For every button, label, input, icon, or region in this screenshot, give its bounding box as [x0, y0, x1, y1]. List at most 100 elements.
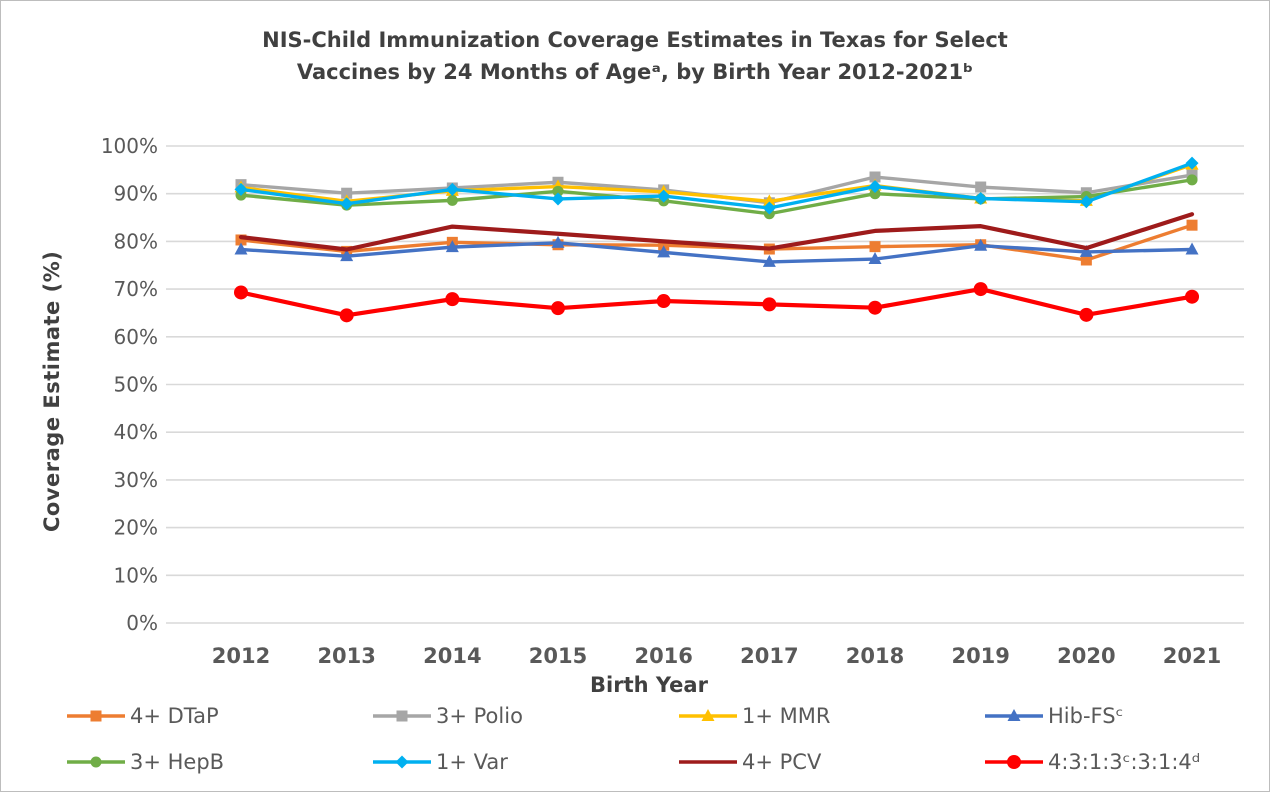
legend-marker-icon [679, 760, 737, 764]
data-point-marker [1185, 289, 1200, 304]
chart-title: NIS-Child Immunization Coverage Estimate… [262, 28, 1008, 84]
x-tick-label: 2016 [634, 644, 692, 668]
data-point-marker [235, 234, 247, 246]
data-point-marker [658, 239, 670, 251]
data-point-marker [974, 238, 988, 251]
x-axis-title: Birth Year [590, 673, 708, 697]
data-point-marker [234, 285, 248, 300]
data-point-marker [701, 709, 715, 721]
data-point-marker [340, 249, 354, 262]
legend-item-1-mmr: 1+ MMR [677, 701, 983, 731]
x-tick-label: 2018 [846, 644, 904, 668]
y-tick-label: 100% [101, 134, 158, 158]
data-point-marker [973, 282, 988, 297]
data-point-marker [395, 755, 409, 769]
data-point-marker [1079, 307, 1094, 322]
x-tick-label: 2012 [212, 644, 270, 668]
legend-marker-icon [373, 755, 431, 769]
series-4-3-1-3-3-1-4 [234, 282, 1200, 323]
legend-item-4-dtap: 4+ DTaP [65, 701, 371, 731]
y-tick-label: 90% [114, 182, 158, 206]
series-1-var [234, 156, 1199, 215]
legend-label: 1+ Var [436, 750, 508, 774]
data-point-marker [1080, 254, 1092, 266]
x-tick-label: 2014 [423, 644, 481, 668]
legend-item-4-pcv: 4+ PCV [677, 747, 983, 777]
y-tick-label: 60% [114, 325, 158, 349]
data-point-marker [1186, 174, 1198, 186]
data-point-marker [552, 185, 564, 197]
data-point-marker [762, 194, 776, 207]
x-tick-label: 2021 [1163, 644, 1221, 668]
data-point-marker [445, 292, 460, 307]
series-4-pcv [238, 212, 1195, 252]
legend-label: 4+ PCV [742, 750, 822, 774]
legend-label: 3+ Polio [436, 704, 523, 728]
data-point-marker [974, 191, 988, 205]
legend-label: 3+ HepB [130, 750, 225, 774]
legend-marker-icon [67, 756, 125, 768]
data-point-marker [868, 300, 883, 315]
series-hib-fs [234, 235, 1199, 267]
legend-item-1-var: 1+ Var [371, 747, 677, 777]
data-point-marker [339, 308, 354, 323]
data-point-marker [762, 297, 777, 312]
legend-item-3-polio: 3+ Polio [371, 701, 677, 731]
series-line [239, 161, 1194, 210]
x-tick-label: 2015 [529, 644, 587, 668]
data-point-marker [551, 235, 565, 248]
y-tick-label: 40% [114, 420, 158, 444]
legend-label: Hib-FSᶜ [1048, 704, 1124, 728]
legend-marker-icon [679, 709, 737, 721]
series-line [238, 287, 1195, 318]
data-point-marker [762, 254, 776, 267]
series-line [239, 178, 1194, 216]
data-point-marker [234, 242, 248, 255]
chart-legend: 4+ DTaP 3+ Polio 1+ MMR Hib-FSᶜ 3+ HepB 1+ Va… [65, 701, 1255, 777]
legend-item-3-hepb: 3+ HepB [65, 747, 371, 777]
data-point-marker [341, 187, 353, 199]
x-tick-label: 2017 [740, 644, 798, 668]
data-point-marker [90, 756, 102, 768]
legend-label: 4:3:1:3ᶜ:3:1:4ᵈ [1048, 750, 1201, 774]
legend-marker-icon [373, 710, 431, 722]
data-point-marker [657, 245, 671, 258]
data-point-marker [551, 301, 566, 316]
x-tick-label: 2013 [317, 644, 375, 668]
legend-label: 1+ MMR [742, 704, 831, 728]
data-point-marker [975, 181, 987, 193]
legend-item-hib-fs: Hib-FSᶜ [983, 701, 1255, 731]
data-point-marker [656, 294, 671, 309]
data-point-marker [1186, 219, 1198, 231]
legend-marker-icon [985, 709, 1043, 721]
data-point-marker [234, 182, 248, 196]
data-point-marker [1007, 709, 1021, 721]
x-tick-label: 2019 [951, 644, 1009, 668]
data-point-marker [90, 710, 102, 722]
legend-item-4-3-1-3-3-1-4: 4:3:1:3ᶜ:3:1:4ᵈ [983, 747, 1255, 777]
data-point-marker [869, 188, 881, 200]
data-point-marker [868, 180, 882, 194]
data-point-marker [1079, 195, 1093, 209]
data-point-marker [1079, 244, 1093, 257]
legend-marker-icon [985, 755, 1043, 769]
data-point-marker [1185, 242, 1199, 255]
data-point-marker [869, 171, 881, 183]
series-line [238, 212, 1195, 252]
y-tick-label: 70% [114, 277, 158, 301]
data-point-marker [445, 240, 459, 253]
data-point-marker [762, 201, 776, 215]
data-point-marker [1185, 156, 1199, 170]
y-tick-label: 20% [114, 516, 158, 540]
data-point-marker [396, 710, 408, 722]
series-line [239, 241, 1194, 264]
y-tick-label: 50% [114, 373, 158, 397]
data-point-marker [869, 241, 881, 253]
data-point-marker [1007, 755, 1021, 769]
data-point-marker [446, 194, 458, 206]
y-tick-label: 10% [114, 563, 158, 587]
data-point-marker [340, 197, 354, 211]
data-point-marker [868, 252, 882, 265]
